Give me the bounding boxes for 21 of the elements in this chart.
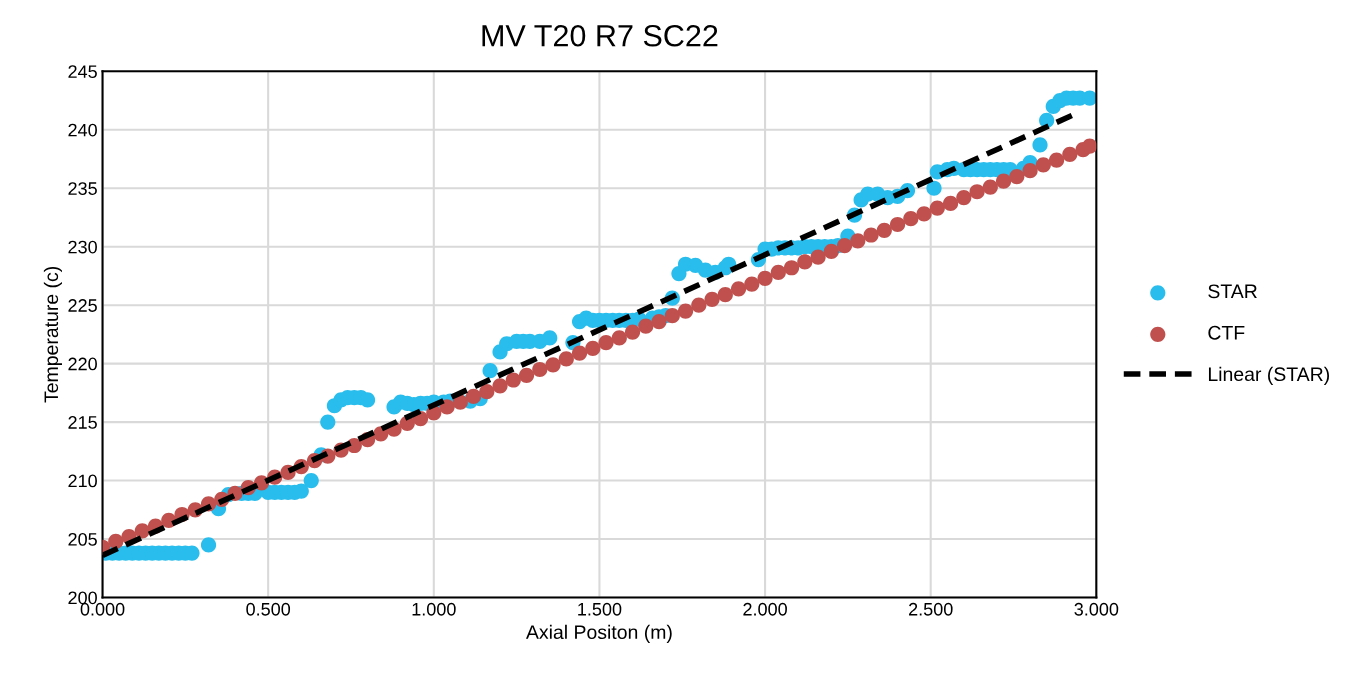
y-tick-label: 210 — [68, 474, 97, 488]
chart-title: MV T20 R7 SC22 — [482, 24, 718, 47]
y-tick-label: 235 — [68, 182, 97, 195]
x-axis-title: Axial Positon (m) — [525, 624, 672, 643]
y-tick-label: 230 — [68, 240, 97, 254]
y-tick-label: 215 — [68, 416, 97, 429]
y-tick-label: 245 — [68, 65, 97, 79]
x-tick-label: 2.000 — [743, 602, 787, 616]
x-tick-label: 2.500 — [909, 602, 953, 616]
legend-label: CTF — [1208, 325, 1245, 340]
y-tick-label: 205 — [68, 532, 97, 546]
y-tick-label: 220 — [68, 357, 97, 371]
legend-label: Linear (STAR) — [1208, 366, 1329, 385]
y-axis-title: Temperature (c) — [43, 267, 62, 403]
y-tick-label: 225 — [68, 299, 97, 312]
x-tick-label: 3.000 — [1074, 602, 1119, 616]
legend-label: STAR — [1208, 284, 1257, 299]
y-tick-label: 240 — [68, 123, 97, 137]
x-tick-label: 1.500 — [578, 602, 622, 616]
x-tick-label: 0.500 — [246, 602, 291, 616]
x-tick-label: 1.000 — [412, 602, 456, 616]
